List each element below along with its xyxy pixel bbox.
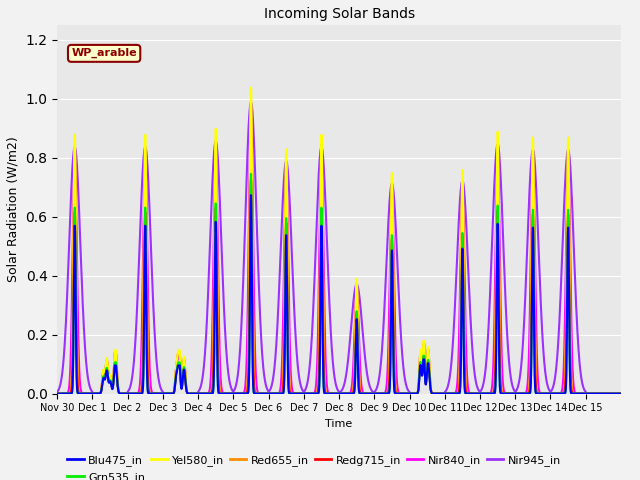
Nir840_in	[582, 391, 589, 396]
Redg715_in	[53, 391, 61, 396]
Redg715_in	[461, 378, 469, 384]
Yel580_in	[247, 85, 255, 91]
Grn535_in	[611, 391, 619, 396]
Red655_in	[247, 100, 255, 106]
Blu475_in	[247, 192, 255, 198]
Nir945_in	[461, 202, 469, 207]
Yel580_in	[497, 385, 505, 391]
Nir840_in	[53, 391, 61, 396]
Grn535_in	[169, 391, 177, 396]
Nir840_in	[247, 115, 255, 120]
Grn535_in	[247, 171, 255, 177]
Nir840_in	[412, 391, 419, 396]
Blu475_in	[412, 391, 419, 396]
Blu475_in	[617, 391, 625, 396]
Blu475_in	[611, 391, 619, 396]
Red655_in	[497, 378, 505, 384]
Y-axis label: Solar Radiation (W/m2): Solar Radiation (W/m2)	[7, 136, 20, 282]
Title: Incoming Solar Bands: Incoming Solar Bands	[264, 7, 415, 21]
Blu475_in	[582, 391, 589, 396]
Grn535_in	[497, 391, 505, 396]
Grn535_in	[582, 391, 589, 396]
Red655_in	[461, 359, 469, 364]
Line: Yel580_in: Yel580_in	[57, 88, 621, 394]
Nir945_in	[531, 162, 539, 168]
Blu475_in	[53, 391, 61, 396]
Nir840_in	[497, 328, 505, 334]
Red655_in	[53, 391, 61, 396]
Nir840_in	[461, 304, 469, 310]
Line: Blu475_in: Blu475_in	[57, 195, 621, 394]
X-axis label: Time: Time	[326, 419, 353, 429]
Red655_in	[582, 391, 589, 396]
Redg715_in	[247, 177, 255, 182]
Redg715_in	[617, 391, 625, 396]
Grn535_in	[412, 391, 419, 396]
Text: WP_arable: WP_arable	[71, 48, 137, 59]
Red655_in	[531, 305, 539, 311]
Yel580_in	[617, 391, 625, 396]
Redg715_in	[531, 345, 539, 350]
Blu475_in	[461, 390, 469, 396]
Nir840_in	[617, 391, 625, 396]
Red655_in	[611, 391, 619, 396]
Nir945_in	[412, 391, 419, 396]
Yel580_in	[412, 391, 419, 396]
Grn535_in	[531, 378, 539, 384]
Yel580_in	[582, 391, 589, 396]
Redg715_in	[582, 391, 589, 396]
Line: Grn535_in: Grn535_in	[57, 174, 621, 394]
Redg715_in	[412, 391, 419, 396]
Line: Red655_in: Red655_in	[57, 103, 621, 394]
Yel580_in	[531, 325, 539, 331]
Nir840_in	[169, 391, 177, 396]
Yel580_in	[611, 391, 619, 396]
Nir840_in	[531, 245, 539, 251]
Grn535_in	[461, 389, 469, 395]
Blu475_in	[169, 391, 177, 396]
Grn535_in	[53, 391, 61, 396]
Line: Nir840_in: Nir840_in	[57, 118, 621, 394]
Nir945_in	[617, 391, 625, 396]
Redg715_in	[169, 391, 177, 396]
Grn535_in	[617, 391, 625, 396]
Nir840_in	[611, 391, 619, 396]
Yel580_in	[169, 391, 177, 396]
Nir945_in	[497, 184, 505, 190]
Blu475_in	[497, 391, 505, 396]
Yel580_in	[53, 391, 61, 396]
Nir945_in	[611, 391, 619, 396]
Redg715_in	[611, 391, 619, 396]
Yel580_in	[461, 372, 469, 378]
Line: Redg715_in: Redg715_in	[57, 180, 621, 394]
Nir945_in	[169, 391, 177, 396]
Nir945_in	[53, 389, 61, 395]
Legend: Blu475_in, Grn535_in, Yel580_in, Red655_in, Redg715_in, Nir840_in, Nir945_in: Blu475_in, Grn535_in, Yel580_in, Red655_…	[63, 451, 565, 480]
Redg715_in	[497, 387, 505, 393]
Blu475_in	[531, 379, 539, 385]
Red655_in	[617, 391, 625, 396]
Line: Nir945_in: Nir945_in	[57, 102, 621, 394]
Red655_in	[169, 391, 177, 396]
Nir945_in	[247, 99, 255, 105]
Nir945_in	[582, 391, 589, 396]
Red655_in	[412, 391, 419, 396]
